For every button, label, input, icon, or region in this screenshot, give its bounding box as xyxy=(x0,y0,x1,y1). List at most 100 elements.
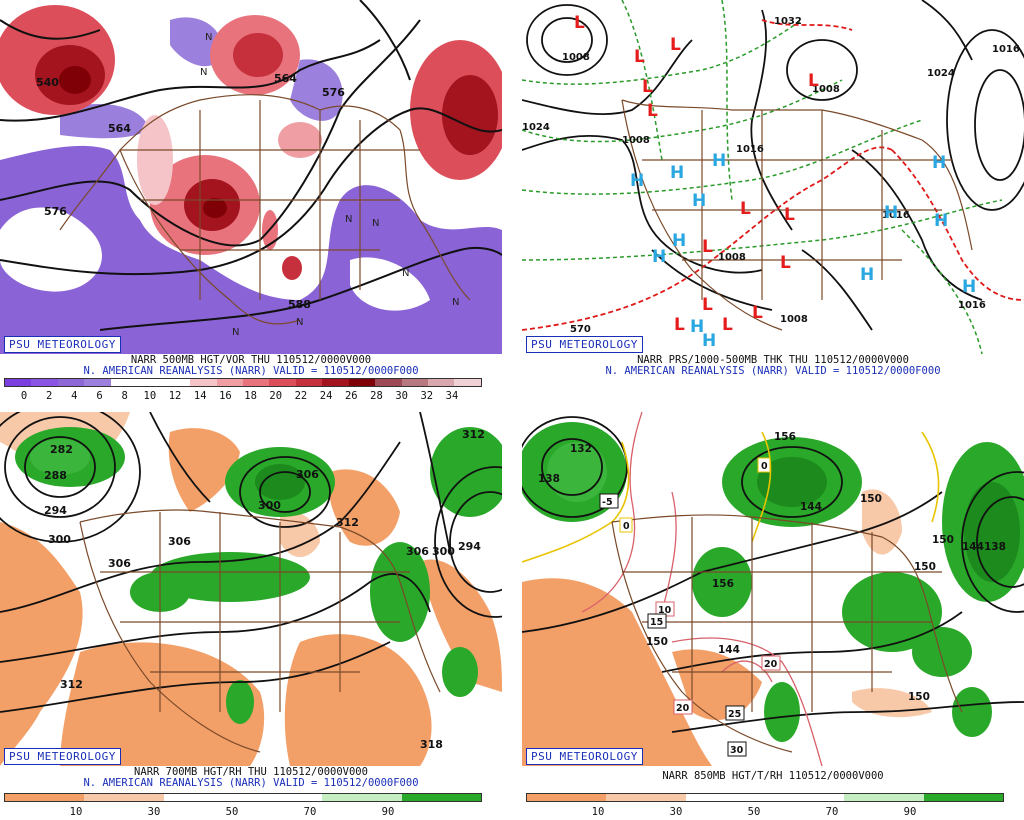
colorbar-swatch xyxy=(242,794,323,801)
panel-850mb-temperature-humidity: 132 138 156 150 144 144 150 156 150 144 … xyxy=(522,412,1024,818)
colorbar-tick: 0 xyxy=(20,390,28,402)
contour-label: 156 xyxy=(712,578,734,590)
isotherm-box: 20 xyxy=(761,655,781,671)
psu-meteorology-badge: PSU METEOROLOGY xyxy=(4,748,121,765)
contour-label: 540 xyxy=(36,76,59,89)
colorbar-swatch xyxy=(216,379,243,386)
colorbar-tick: 30 xyxy=(395,390,408,402)
contour-label: 150 xyxy=(908,691,930,703)
low-pressure-marker: L xyxy=(752,303,763,323)
humidity-colorbar xyxy=(4,793,482,802)
contour-label: 138 xyxy=(984,541,1006,553)
contour-label: 588 xyxy=(288,298,311,311)
low-pressure-marker: L xyxy=(808,71,819,91)
contour-label: 150 xyxy=(646,636,668,648)
marker-label: N xyxy=(345,214,352,225)
contour-label: 306 xyxy=(406,545,429,558)
colorbar-tick: 2 xyxy=(46,390,53,402)
high-pressure-marker: H xyxy=(860,265,874,285)
colorbar-swatch xyxy=(527,794,607,801)
colorbar-swatch xyxy=(428,379,455,386)
panel-500mb-vorticity: 540 564 576 564 576 588 N N N N N N N N xyxy=(0,0,502,406)
contour-label: 1024 xyxy=(927,68,955,79)
colorbar-tick: 50 xyxy=(225,806,239,818)
contour-label: 1008 xyxy=(622,135,650,146)
high-pressure-marker: H xyxy=(630,171,644,191)
colorbar-tick: 12 xyxy=(168,390,182,402)
isotherm-box: -5 xyxy=(599,493,619,509)
marker-label: N xyxy=(296,317,303,328)
contour-label: 144 xyxy=(800,501,822,513)
low-pressure-marker: L xyxy=(642,77,653,97)
svg-text:10: 10 xyxy=(658,605,672,616)
svg-text:0: 0 xyxy=(623,521,630,532)
contour-label: 312 xyxy=(60,678,83,691)
colorbar-swatch xyxy=(844,794,924,801)
contour-label: 300 xyxy=(432,545,455,558)
high-pressure-marker: H xyxy=(692,191,706,211)
contour-label: 1032 xyxy=(774,16,802,27)
marker-label: N xyxy=(402,268,409,279)
colorbar-tick: 10 xyxy=(591,806,605,818)
colorbar-swatch xyxy=(375,379,402,386)
colorbar-swatch xyxy=(764,794,845,801)
contour-label: 150 xyxy=(914,561,936,573)
marker-label: N xyxy=(205,32,212,43)
contour-label: 312 xyxy=(462,428,485,441)
contour-label: 1016 xyxy=(992,44,1020,55)
contour-label: 312 xyxy=(336,516,359,529)
panel-pressure-thickness: 1032 1008 1016 1024 1008 1024 1008 1016 … xyxy=(522,0,1024,406)
isotherm-box: 25 xyxy=(725,705,745,721)
colorbar-tick: 20 xyxy=(269,390,283,402)
colorbar-tick: 18 xyxy=(244,390,257,402)
colorbar-tick: 14 xyxy=(193,390,207,402)
colorbar-tick: 90 xyxy=(903,806,917,818)
map-500mb: 540 564 576 564 576 588 N N N N N N N N xyxy=(0,0,502,354)
contour-label: 318 xyxy=(420,738,443,751)
isotherm-box: 0 xyxy=(757,457,771,473)
colorbar-ticks: 0 2 4 6 8 10 12 14 16 18 20 22 24 26 28 30 32 34 xyxy=(4,390,482,404)
contour-label: 306 xyxy=(168,535,191,548)
colorbar-swatch xyxy=(322,379,349,386)
psu-meteorology-badge: PSU METEOROLOGY xyxy=(526,748,643,765)
contour-label: 306 xyxy=(296,468,319,481)
high-pressure-marker: H xyxy=(672,231,686,251)
contour-label: 300 xyxy=(258,499,281,512)
marker-label: N xyxy=(452,297,459,308)
colorbar-swatch xyxy=(110,379,138,386)
contour-label: 564 xyxy=(108,122,131,135)
map-subtitle: N. AMERICAN REANALYSIS (NARR) VALID = 11… xyxy=(83,777,419,789)
isotherm-box: 0 xyxy=(619,517,633,533)
marker-label: N xyxy=(372,218,379,229)
isotherm-box: 30 xyxy=(727,741,747,757)
high-pressure-marker: H xyxy=(670,163,684,183)
map-850mb: 132 138 156 150 144 144 150 156 150 144 … xyxy=(522,412,1024,766)
colorbar-tick: 24 xyxy=(319,390,333,402)
colorbar-swatch xyxy=(454,379,481,386)
contour-label: 306 xyxy=(108,557,131,570)
colorbar-tick: 30 xyxy=(669,806,683,818)
contour-label: 288 xyxy=(44,469,67,482)
colorbar-tick: 6 xyxy=(96,390,103,402)
contour-label: 294 xyxy=(44,504,67,517)
colorbar-swatch xyxy=(401,794,481,801)
colorbar-swatch xyxy=(137,379,164,386)
colorbar-ticks: 10 30 50 70 90 xyxy=(526,806,1004,820)
svg-text:15: 15 xyxy=(650,617,663,628)
contour-label: 576 xyxy=(44,205,67,218)
colorbar-tick: 28 xyxy=(370,390,383,402)
colorbar-tick: 10 xyxy=(69,806,83,818)
marker-label: N xyxy=(232,327,239,338)
high-pressure-marker: H xyxy=(652,247,666,267)
high-pressure-marker: H xyxy=(934,211,948,231)
contour-label: 576 xyxy=(322,86,345,99)
colorbar-tick: 22 xyxy=(294,390,308,402)
contour-label: 144 xyxy=(718,644,740,656)
high-pressure-marker: H xyxy=(712,151,726,171)
low-pressure-marker: L xyxy=(722,315,733,335)
contour-label: 294 xyxy=(458,540,481,553)
high-pressure-marker: H xyxy=(702,331,716,351)
low-pressure-marker: L xyxy=(780,253,791,273)
colorbar-tick: 90 xyxy=(381,806,395,818)
